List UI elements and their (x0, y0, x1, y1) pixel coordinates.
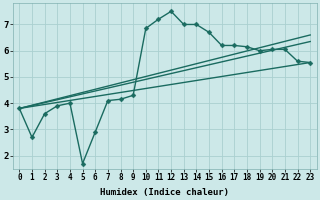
X-axis label: Humidex (Indice chaleur): Humidex (Indice chaleur) (100, 188, 229, 197)
